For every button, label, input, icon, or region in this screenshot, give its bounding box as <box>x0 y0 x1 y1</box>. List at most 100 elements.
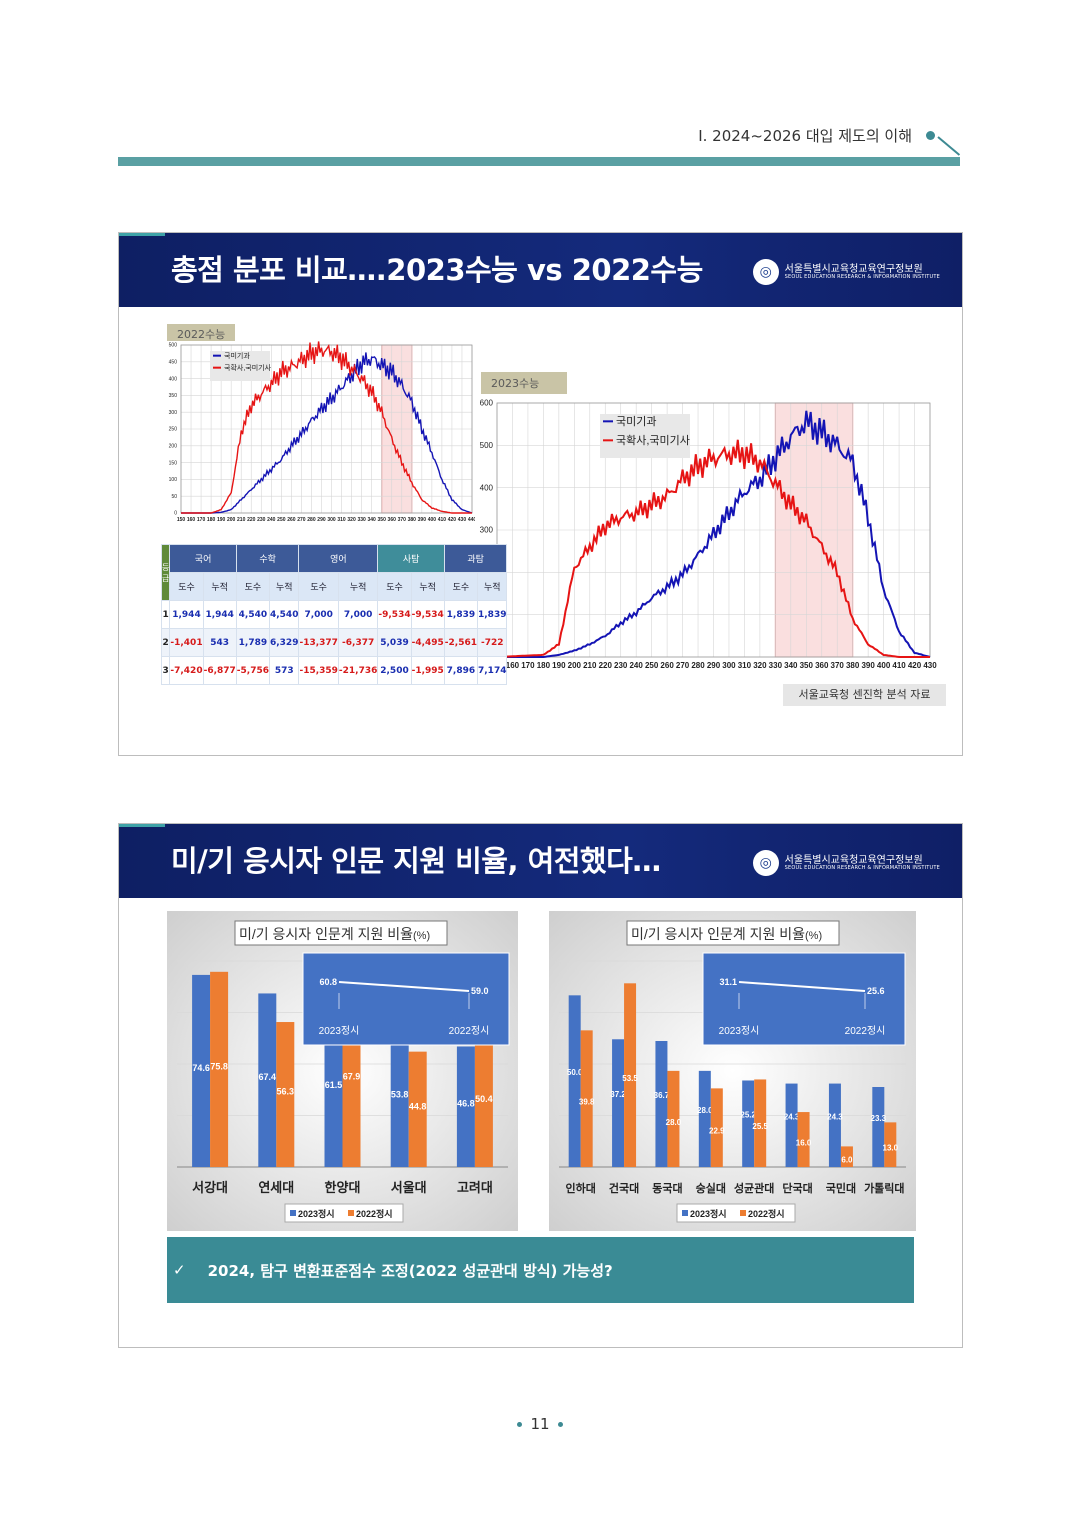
subheader-cumulative: 누적 <box>476 572 508 601</box>
x-tick-label: 320 <box>753 661 767 670</box>
bar-value-label: 53.5 <box>622 1074 638 1083</box>
x-tick-label: 440 <box>468 517 476 523</box>
bar-orange <box>754 1079 767 1167</box>
slide-title: 총점 분포 비교….2023수능 vs 2022수능 <box>171 253 703 287</box>
bar-blue <box>390 1028 409 1167</box>
y-tick-label: 450 <box>169 359 178 365</box>
logo-name-ko: 서울특별시교육청교육연구정보원 <box>784 854 923 866</box>
table-cell: 4,540 <box>268 600 300 629</box>
legend-box <box>676 1203 796 1223</box>
bar-value-label: 74.6 <box>192 1063 210 1073</box>
table-cell: -13,377 <box>298 628 339 657</box>
table-cell: 543 <box>202 628 237 657</box>
table-cell: 7,174 <box>476 656 508 685</box>
legend-label: 2023정시 <box>298 1208 335 1219</box>
chart-tag-2023: 2023수능 <box>481 372 567 394</box>
header-accent-line <box>937 136 961 156</box>
bar-blue <box>655 1040 668 1167</box>
x-tick-label: 380 <box>846 661 860 670</box>
series-line-blue <box>181 352 473 514</box>
bar-orange <box>710 1088 723 1167</box>
subheader-cumulative: 누적 <box>337 572 379 601</box>
x-tick-label: 200 <box>227 517 236 523</box>
check-icon: ✓ <box>173 1261 186 1279</box>
subject-header-science: 과탐 <box>443 544 508 573</box>
table-cell: -6,877 <box>202 656 237 685</box>
bar-value-label: 56.3 <box>277 1087 295 1097</box>
table-cell: 6,329 <box>268 628 300 657</box>
x-tick-label: 230 <box>614 661 628 670</box>
inset-x-label: 2023정시 <box>719 1025 760 1037</box>
legend-box <box>284 1203 404 1223</box>
table-cell: -6,377 <box>337 628 379 657</box>
legend-label: 2022정시 <box>748 1208 785 1219</box>
y-tick-label: 150 <box>169 460 178 466</box>
x-tick-label: 380 <box>408 517 417 523</box>
table-cell: 7,000 <box>337 600 379 629</box>
y-tick-label: 350 <box>169 393 178 399</box>
x-tick-label: 350 <box>378 517 387 523</box>
x-tick-label: 420 <box>448 517 457 523</box>
slide-humanities-ratio: 미/기 응시자 인문 지원 비율, 여전했다… ◎ 서울특별시교육청교육연구정보… <box>118 823 963 1348</box>
legend-label: 국미기과 <box>224 351 250 360</box>
legend: 2023정시 2022정시 <box>676 1203 796 1223</box>
x-tick-label: 200 <box>568 661 582 670</box>
inset-x-label: 2023정시 <box>319 1025 360 1037</box>
table-cell: 7,896 <box>443 656 479 685</box>
subheader-frequency: 도수 <box>235 572 270 601</box>
table-cell: -15,359 <box>298 656 339 685</box>
bar-value-label: 46.8 <box>457 1099 475 1109</box>
table-cell: -5,756 <box>235 656 270 685</box>
bar-blue <box>872 1087 885 1167</box>
subheader-frequency: 도수 <box>169 572 204 601</box>
table-cell: 2,500 <box>377 656 412 685</box>
table-cell: -9,534 <box>377 600 412 629</box>
grade-change-table: 등급 국어 수학 영어 사탐 과탐 도수 누적 도수 누적 도수 누적 도수 누적 도수 누적 1… <box>160 544 508 685</box>
bar-value-label: 67.4 <box>259 1072 277 1082</box>
logo-name-en: SEOUL EDUCATION RESEARCH & INFORMATION I… <box>784 273 940 280</box>
slide-banner: 총점 분포 비교….2023수능 vs 2022수능 ◎ 서울특별시교육청교육연… <box>119 233 962 307</box>
x-tick-label: 390 <box>861 661 875 670</box>
banner-accent <box>119 824 165 827</box>
x-tick-label: 430 <box>458 517 467 523</box>
table-cell: 1,944 <box>169 600 204 629</box>
x-tick-label: 250 <box>645 661 659 670</box>
x-tick-label: 220 <box>247 517 256 523</box>
x-tick-label: 420 <box>908 661 922 670</box>
category-label: 한양대 <box>325 1180 361 1195</box>
category-label: 동국대 <box>652 1181 682 1195</box>
slide-score-distribution: 총점 분포 비교….2023수능 vs 2022수능 ◎ 서울특별시교육청교육연… <box>118 232 963 756</box>
chart-title-box <box>626 920 840 946</box>
header-bar <box>118 157 960 166</box>
grade-cell: 2 <box>160 628 171 657</box>
bar-value-label: 36.7 <box>654 1091 670 1100</box>
category-label: 가톨릭대 <box>864 1181 904 1195</box>
running-header: Ⅰ. 2024~2026 대입 제도의 이해 <box>698 127 912 145</box>
y-tick-label: 600 <box>480 399 494 408</box>
y-tick-label: 50 <box>171 494 177 500</box>
banner-accent <box>119 233 165 236</box>
bar-blue <box>612 1039 625 1167</box>
logo-name-en: SEOUL EDUCATION RESEARCH & INFORMATION I… <box>784 864 940 871</box>
x-tick-label: 150 <box>177 517 186 523</box>
page-number-text: 11 <box>530 1415 550 1433</box>
seal-icon: ◎ <box>752 259 779 285</box>
x-tick-label: 310 <box>337 517 346 523</box>
bar-value-label: 28.0 <box>666 1118 682 1127</box>
x-tick-label: 270 <box>297 517 306 523</box>
grade-header-cell: 등급 <box>160 544 171 601</box>
bar-orange <box>624 983 637 1167</box>
x-tick-label: 330 <box>769 661 783 670</box>
bar-blue <box>785 1083 798 1167</box>
bar-blue <box>324 1008 343 1167</box>
series-line-blue <box>497 410 931 658</box>
header-dot-icon <box>926 131 935 140</box>
table-cell: -21,736 <box>337 656 379 685</box>
table-row: 3 -7,420 -6,877 -5,756 573 -15,359 -21,736 2,50… <box>160 656 508 685</box>
bar-blue <box>456 1046 475 1167</box>
y-tick-label: 100 <box>169 477 178 483</box>
subheader-cumulative: 누적 <box>268 572 300 601</box>
table-cell: -4,495 <box>410 628 445 657</box>
legend-swatch <box>740 1210 746 1216</box>
legend: 2023정시 2022정시 <box>284 1203 404 1223</box>
